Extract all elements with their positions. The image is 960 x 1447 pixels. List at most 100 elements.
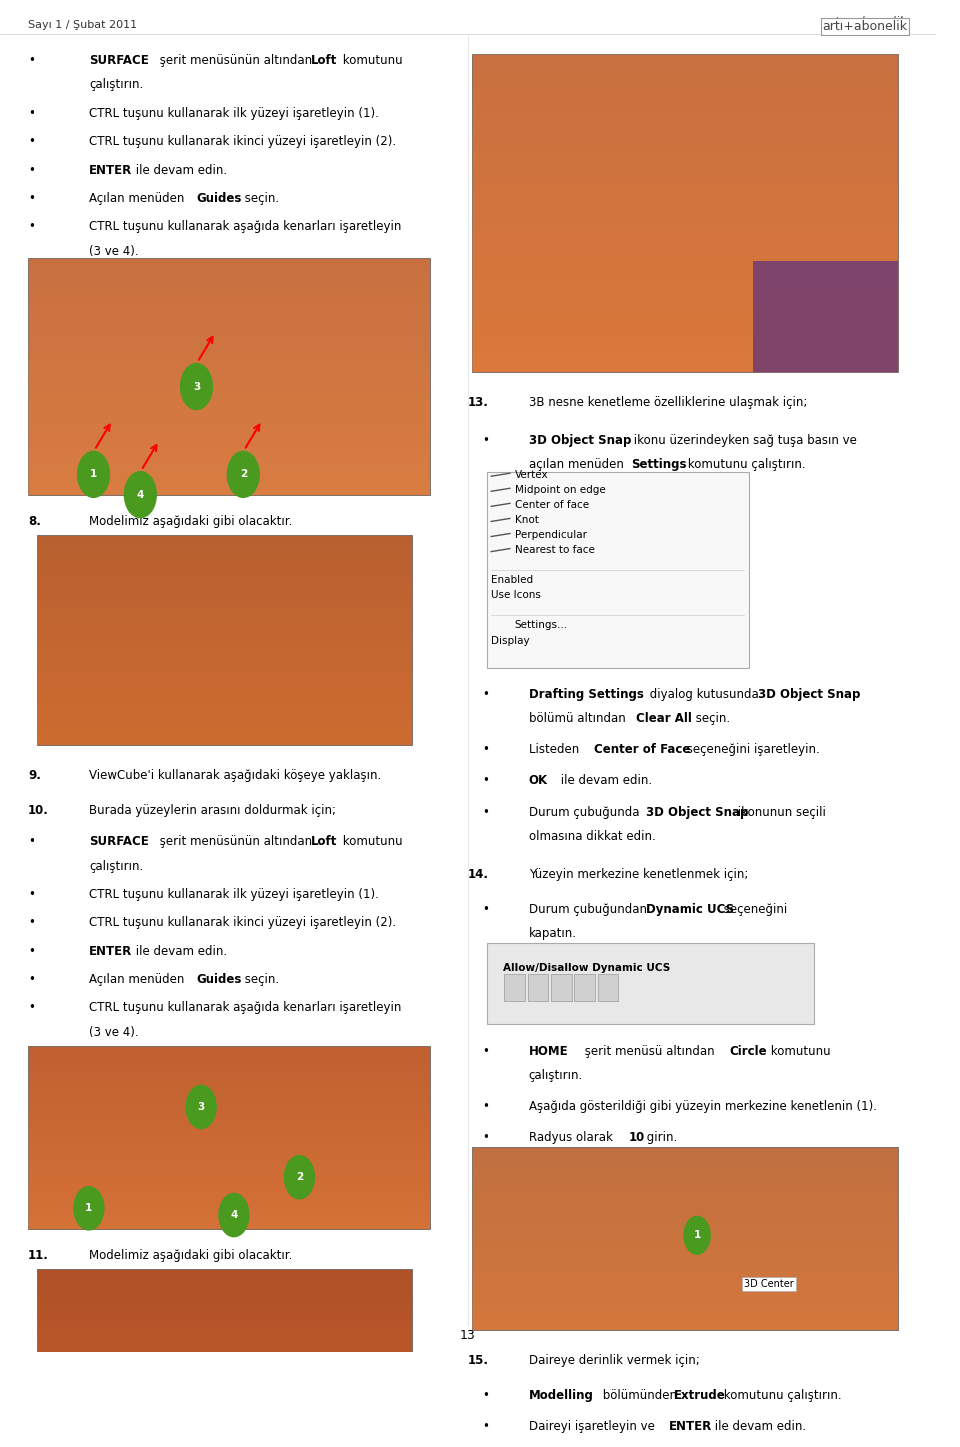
Circle shape — [284, 1156, 314, 1198]
Bar — [28, 1146, 430, 1156]
Text: 9.: 9. — [28, 768, 41, 781]
Bar — [472, 1166, 899, 1175]
Text: komutunu çalıştırın.: komutunu çalıştırın. — [720, 1389, 842, 1402]
Text: 14.: 14. — [468, 868, 489, 881]
Text: seçin.: seçin. — [241, 192, 279, 205]
Bar — [28, 447, 430, 459]
Bar — [28, 353, 430, 365]
Bar — [472, 117, 899, 133]
Bar — [37, 1347, 412, 1354]
Text: Enabled: Enabled — [492, 576, 534, 585]
Text: 15.: 15. — [468, 1354, 489, 1367]
Bar — [472, 197, 899, 213]
Bar — [472, 292, 899, 308]
Bar — [28, 317, 430, 328]
Bar — [472, 149, 899, 165]
Text: •: • — [28, 974, 35, 985]
Text: Settings...: Settings... — [515, 621, 567, 631]
Bar — [37, 1393, 412, 1401]
Bar — [37, 1315, 412, 1324]
Bar — [28, 1156, 430, 1165]
Bar — [472, 1211, 899, 1220]
Bar — [472, 1220, 899, 1230]
Text: •: • — [482, 1389, 489, 1402]
Text: 1: 1 — [90, 469, 97, 479]
Bar — [28, 1046, 430, 1055]
Bar — [37, 1401, 412, 1409]
Text: CTRL tuşunu kullanarak ilk yüzeyi işaretleyin (1).: CTRL tuşunu kullanarak ilk yüzeyi işaret… — [89, 888, 379, 901]
Bar — [472, 276, 899, 292]
Text: OK: OK — [529, 774, 548, 787]
Bar — [37, 1417, 412, 1424]
Text: CTRL tuşunu kullanarak ilk yüzeyi işaretleyin (1).: CTRL tuşunu kullanarak ilk yüzeyi işaret… — [89, 107, 379, 120]
Text: bölümünden: bölümünden — [599, 1389, 681, 1402]
Bar — [472, 1247, 899, 1257]
Circle shape — [125, 472, 156, 518]
Text: 4: 4 — [136, 489, 144, 499]
FancyBboxPatch shape — [551, 974, 571, 1001]
Bar — [28, 1119, 430, 1129]
Text: 13.: 13. — [468, 396, 489, 410]
Bar — [472, 1147, 899, 1156]
FancyBboxPatch shape — [574, 974, 595, 1001]
Bar — [28, 424, 430, 436]
Text: girin.: girin. — [643, 1132, 677, 1145]
Text: Settings: Settings — [632, 459, 687, 472]
Text: 1: 1 — [693, 1230, 701, 1240]
Bar — [472, 1257, 899, 1266]
Text: •: • — [482, 434, 489, 447]
Bar — [37, 1276, 412, 1285]
Bar — [472, 308, 899, 324]
Bar — [28, 1184, 430, 1192]
Bar — [28, 1091, 430, 1101]
Bar — [28, 1174, 430, 1184]
Bar — [28, 1101, 430, 1110]
Text: bölümü altından: bölümü altından — [529, 712, 629, 725]
Bar — [37, 1285, 412, 1292]
Text: şerit menüsünün altından: şerit menüsünün altından — [156, 835, 316, 848]
Text: •: • — [482, 1045, 489, 1058]
Bar — [37, 619, 412, 629]
Bar — [37, 556, 412, 567]
Text: seçin.: seçin. — [692, 712, 731, 725]
Bar — [28, 305, 430, 317]
Bar — [28, 271, 430, 282]
Text: •: • — [28, 835, 35, 848]
Text: 3: 3 — [198, 1103, 204, 1111]
Text: CTRL tuşunu kullanarak ikinci yüzeyi işaretleyin (2).: CTRL tuşunu kullanarak ikinci yüzeyi işa… — [89, 916, 396, 929]
FancyBboxPatch shape — [487, 472, 749, 667]
Text: 2: 2 — [296, 1172, 303, 1182]
Bar — [472, 1266, 899, 1275]
Text: çalıştırın.: çalıştırın. — [529, 1069, 583, 1082]
Bar — [28, 1065, 430, 1074]
Text: Perpendicular: Perpendicular — [515, 530, 587, 540]
Bar — [472, 340, 899, 356]
Bar — [37, 577, 412, 587]
Text: ile devam edin.: ile devam edin. — [711, 1421, 806, 1434]
Bar — [28, 412, 430, 424]
Bar — [37, 1331, 412, 1338]
Bar — [37, 734, 412, 745]
Text: ikonu üzerindeyken sağ tuşa basın ve: ikonu üzerindeyken sağ tuşa basın ve — [630, 434, 856, 447]
Text: Radyus olarak: Radyus olarak — [529, 1132, 616, 1145]
Text: komutunu: komutunu — [339, 54, 402, 67]
Text: •: • — [28, 916, 35, 929]
Bar — [472, 1311, 899, 1321]
Text: Aşağıda gösterildiği gibi yüzeyin merkezine kenetlenin (1).: Aşağıda gösterildiği gibi yüzeyin merkez… — [529, 1100, 876, 1113]
Bar — [37, 1370, 412, 1378]
Bar — [472, 1321, 899, 1330]
Bar — [472, 245, 899, 260]
Text: şerit menüsünün altından: şerit menüsünün altından — [156, 54, 316, 67]
Text: 3D Center: 3D Center — [744, 1279, 794, 1289]
Bar — [472, 1202, 899, 1211]
Bar — [37, 682, 412, 692]
Text: •: • — [482, 806, 489, 819]
Text: Modelimiz aşağıdaki gibi olacaktır.: Modelimiz aşağıdaki gibi olacaktır. — [89, 515, 292, 528]
Text: 2: 2 — [240, 469, 247, 479]
Text: •: • — [28, 54, 35, 67]
Bar — [472, 1239, 899, 1247]
Bar — [37, 724, 412, 734]
Bar — [37, 1354, 412, 1363]
Bar — [472, 229, 899, 245]
Text: Modelimiz aşağıdaki gibi olacaktır.: Modelimiz aşağıdaki gibi olacaktır. — [89, 1249, 292, 1262]
